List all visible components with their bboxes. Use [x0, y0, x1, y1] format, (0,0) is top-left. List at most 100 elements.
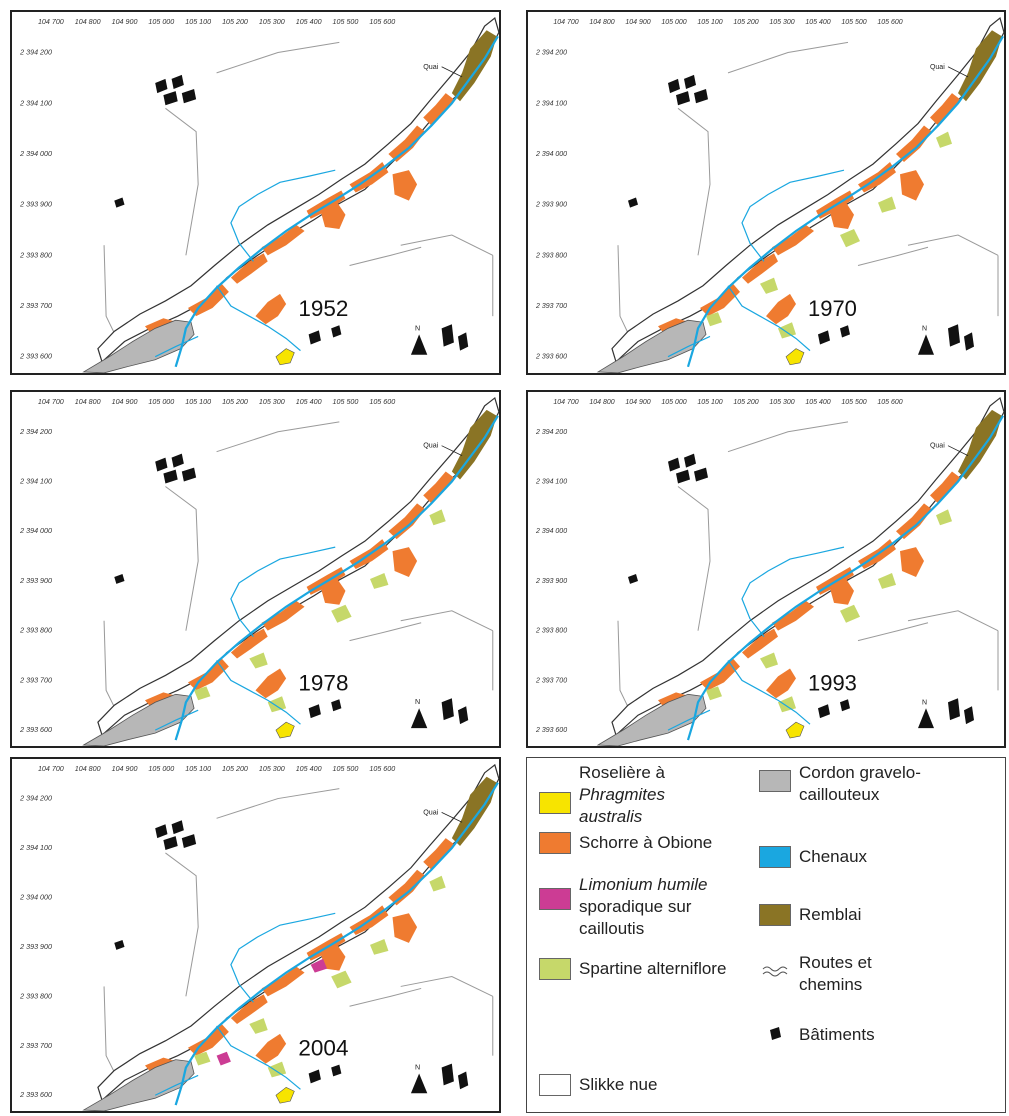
quai-label: Quai	[423, 63, 439, 71]
quai-leader	[947, 445, 969, 457]
north-arrow-icon	[410, 334, 428, 355]
building	[171, 74, 184, 90]
legend-swatch-limonium	[539, 888, 571, 910]
y-tick-label: 2 394 100	[19, 479, 52, 486]
building	[308, 1069, 321, 1084]
road	[677, 107, 711, 256]
spartine-patch	[429, 509, 446, 526]
schorre-patch	[388, 869, 426, 906]
building	[308, 704, 321, 719]
legend-routes: Routes et chemins	[759, 952, 872, 996]
legend-label: Spartine alterniflore	[579, 959, 727, 978]
x-tick-label: 105 200	[222, 766, 248, 773]
road	[727, 41, 849, 74]
channel	[174, 415, 499, 741]
spartine-patch	[706, 686, 722, 701]
road	[400, 610, 493, 632]
schorre-patch	[896, 503, 932, 540]
building	[155, 824, 168, 839]
x-tick-label: 105 200	[222, 18, 248, 26]
legend-swatch-spartine	[539, 958, 571, 980]
road	[216, 788, 340, 819]
year-label: 1993	[808, 670, 857, 695]
spartine-patch	[878, 196, 896, 213]
quai-leader	[441, 812, 463, 823]
x-tick-label: 105 400	[296, 18, 322, 26]
x-tick-label: 104 900	[112, 399, 138, 406]
y-tick-label: 2 393 700	[19, 1043, 52, 1050]
legend-label: Cordon gravelo-	[799, 763, 921, 782]
building	[676, 91, 690, 106]
quai-label: Quai	[930, 64, 945, 71]
spartine-patch	[840, 604, 860, 623]
building	[114, 197, 125, 208]
y-tick-label: 2 394 100	[19, 99, 52, 107]
building-symbol-icon	[770, 1027, 781, 1040]
x-tick-label: 105 600	[369, 766, 395, 773]
schorre-patch	[261, 224, 305, 256]
building	[948, 698, 960, 721]
schorre-patch	[742, 628, 778, 659]
x-tick-label: 105 300	[259, 399, 285, 406]
channel	[686, 35, 1004, 368]
schorre-patch	[318, 944, 346, 971]
x-tick-label: 104 700	[38, 399, 64, 406]
remblai-zone	[958, 409, 1002, 480]
building	[818, 330, 830, 345]
schorre-patch	[772, 224, 814, 256]
schorre-patch	[261, 966, 305, 997]
schorre-patch	[255, 1033, 287, 1064]
legend-schorre: Schorre à Obione	[539, 832, 712, 854]
spartine-patch	[370, 572, 389, 589]
year-label: 1978	[298, 671, 348, 696]
y-tick-label: 2 393 800	[19, 993, 52, 1000]
building	[684, 453, 696, 468]
building	[457, 706, 469, 725]
north-arrow-icon	[410, 1073, 428, 1094]
x-tick-label: 105 500	[841, 399, 866, 406]
building	[457, 1071, 469, 1090]
schorre-patch	[230, 253, 268, 284]
map-features: 104 700 104 800 104 900 105 000 105 100 105 2…	[19, 763, 499, 1111]
schorre-patch	[392, 547, 418, 577]
building	[331, 1064, 342, 1077]
road	[216, 41, 340, 74]
x-tick-label: 104 700	[553, 19, 578, 26]
y-tick-label: 2 393 600	[535, 727, 567, 734]
road	[165, 107, 199, 256]
schorre-patch	[772, 600, 814, 631]
x-tick-label: 105 200	[733, 19, 758, 26]
schorre-patch	[930, 93, 960, 126]
building	[308, 330, 321, 345]
legend-label: chemins	[799, 975, 863, 994]
y-tick-label: 2 393 700	[535, 677, 567, 684]
building	[114, 573, 125, 584]
channel	[174, 782, 499, 1106]
building	[964, 332, 974, 351]
building	[948, 324, 960, 347]
y-tick-label: 2 394 000	[19, 895, 52, 902]
year-label: 2004	[298, 1036, 348, 1061]
building	[964, 706, 974, 725]
quai-label: Quai	[423, 809, 439, 816]
x-tick-label: 105 300	[259, 18, 285, 26]
map-panel-1952: 104 700 104 800 104 900 105 000 105 100 105 2…	[10, 10, 501, 375]
map-canvas: 104 700 104 800 104 900 105 000 105 100 105 2…	[19, 763, 499, 1111]
y-tick-label: 2 393 700	[19, 677, 52, 684]
north-label: N	[922, 325, 927, 332]
channel	[216, 660, 301, 725]
y-tick-label: 2 393 600	[535, 354, 567, 361]
y-tick-label: 2 394 200	[535, 50, 567, 57]
legend-roseliere: Roselière à Phragmites australis	[539, 762, 665, 828]
spartine-patch	[840, 228, 860, 248]
map-canvas: 104 700 104 800 104 900 105 000 105 100 105 2…	[19, 17, 499, 373]
x-tick-label: 104 900	[625, 399, 650, 406]
channel	[686, 415, 1004, 741]
y-tick-label: 2 393 600	[19, 353, 52, 361]
map-features: 104 700 104 800 104 900 105 000 105 100 105 2…	[19, 17, 499, 373]
x-tick-label: 105 500	[333, 18, 359, 26]
building	[668, 457, 680, 472]
y-tick-label: 2 393 600	[19, 727, 52, 734]
spartine-patch	[267, 1061, 287, 1078]
north-label: N	[415, 699, 420, 706]
